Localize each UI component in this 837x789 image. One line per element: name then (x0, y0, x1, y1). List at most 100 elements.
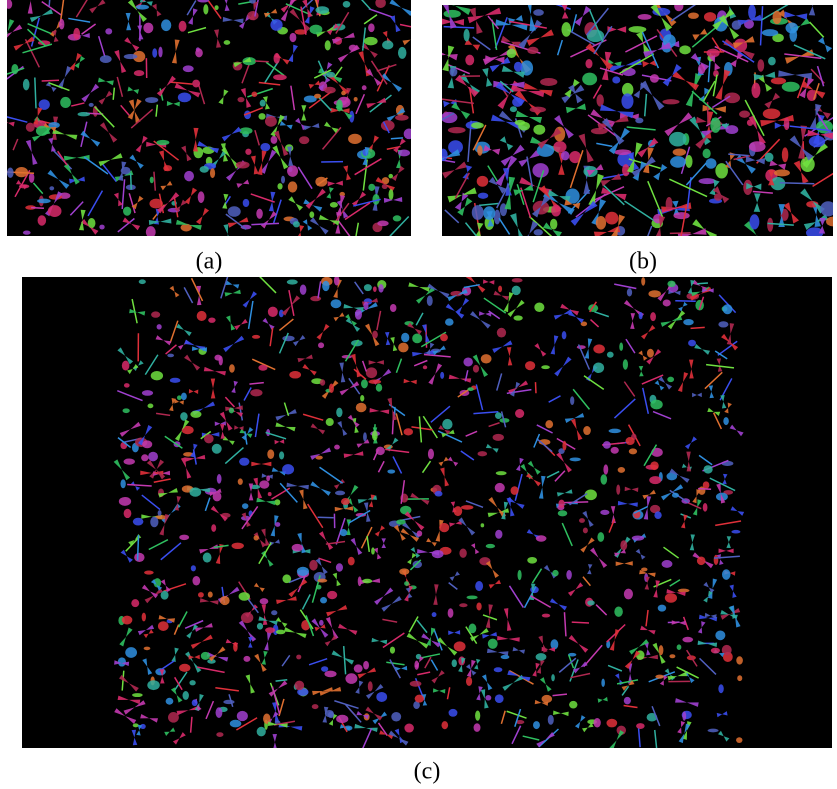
glyph (496, 471, 507, 475)
glyph (239, 592, 250, 601)
glyph (203, 4, 208, 14)
glyph (183, 65, 194, 72)
glyph (315, 6, 329, 14)
glyph (150, 517, 158, 528)
glyph (483, 206, 495, 220)
glyph (427, 295, 433, 306)
glyph (619, 342, 623, 350)
glyph (124, 509, 132, 518)
glyph (377, 220, 388, 226)
glyph (596, 216, 606, 230)
glyph (258, 365, 267, 371)
glyph (710, 117, 720, 133)
glyph (469, 624, 477, 634)
glyph (287, 165, 298, 177)
glyph (673, 212, 689, 219)
glyph (142, 613, 146, 622)
glyph (423, 365, 427, 369)
glyph (230, 720, 242, 728)
glyph (124, 54, 138, 59)
glyph (219, 356, 223, 366)
glyph (293, 221, 300, 227)
glyph (582, 73, 597, 86)
glyph (677, 644, 682, 650)
glyph (242, 503, 248, 509)
glyph (362, 579, 372, 584)
glyph (157, 324, 162, 329)
glyph (476, 602, 481, 610)
glyph (372, 331, 378, 339)
glyph (279, 451, 284, 459)
glyph (601, 679, 605, 687)
glyph (144, 571, 154, 575)
glyph (732, 20, 741, 29)
glyph (260, 100, 266, 107)
glyph (274, 53, 280, 64)
glyph (495, 483, 505, 493)
glyph (60, 97, 71, 108)
glyph (593, 344, 605, 353)
glyph (688, 340, 696, 347)
glyph (145, 97, 158, 103)
glyph (495, 530, 502, 539)
glyph (132, 693, 143, 697)
glyph (477, 145, 482, 155)
figure: (a) (b) (c) (0, 0, 837, 789)
glyph (454, 506, 463, 516)
glyph (768, 57, 776, 66)
glyph (667, 377, 674, 382)
glyph (478, 193, 488, 199)
glyph (495, 412, 502, 419)
glyph (532, 163, 548, 177)
glyph (364, 302, 369, 310)
glyph (391, 138, 403, 139)
glyph (750, 214, 760, 229)
glyph (566, 570, 572, 580)
glyph (564, 502, 588, 503)
glyph (587, 600, 594, 605)
glyph (190, 487, 202, 496)
glyph (399, 568, 409, 574)
glyph (336, 715, 348, 723)
glyph (146, 226, 156, 238)
glyph (257, 727, 266, 737)
glyph (297, 567, 309, 576)
glyph (48, 205, 62, 217)
glyph (674, 1, 683, 11)
glyph (493, 434, 504, 441)
glyph (481, 523, 485, 527)
glyph (294, 681, 304, 691)
glyph (703, 149, 711, 159)
glyph (723, 304, 733, 314)
glyph (195, 48, 203, 57)
glyph (23, 230, 31, 234)
glyph (494, 667, 503, 672)
glyph (296, 655, 301, 660)
glyph (541, 365, 550, 369)
glyph (217, 474, 222, 484)
glyph (216, 707, 223, 718)
glyph (667, 281, 675, 287)
glyph (265, 627, 275, 633)
glyph (650, 74, 659, 83)
glyph (239, 127, 252, 134)
glyph (527, 557, 537, 564)
glyph (329, 383, 334, 393)
glyph (268, 307, 278, 317)
glyph (158, 47, 162, 58)
glyph (258, 113, 265, 120)
glyph (26, 123, 35, 132)
glyph (400, 506, 411, 515)
glyph (354, 664, 363, 672)
glyph (577, 345, 586, 349)
glyph (371, 547, 375, 554)
glyph (192, 699, 198, 706)
glyph (49, 186, 54, 190)
glyph (774, 169, 790, 176)
glyph (448, 127, 466, 133)
glyph (398, 150, 410, 157)
glyph (158, 621, 169, 631)
glyph (513, 315, 522, 320)
glyph (478, 451, 488, 456)
glyph (334, 276, 340, 286)
